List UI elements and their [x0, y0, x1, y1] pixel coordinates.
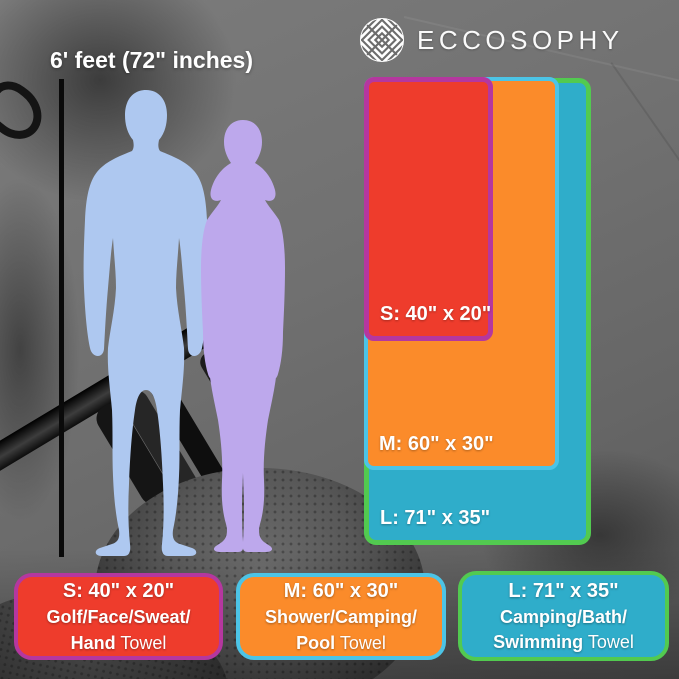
card-type-label: Hand Towel [70, 632, 167, 653]
eccosophy-logo-icon [359, 17, 405, 63]
card-size-label: M: 60" x 30" [283, 580, 399, 603]
card-uses-label: Camping/Bath/ [499, 606, 627, 627]
card-uses-label: Shower/Camping/ [264, 607, 417, 628]
towel-rect-small: S: 40" x 20" [364, 77, 493, 341]
card-uses-label: Golf/Face/Sweat/ [46, 607, 191, 628]
card-size-label: L: 71" x 35" [508, 579, 619, 602]
legend-card-small: S: 40" x 20" Golf/Face/Sweat/ Hand Towel [14, 573, 223, 660]
carabiner-clip-shape [0, 72, 54, 150]
brand-header: ECCOSOPHY [359, 17, 624, 63]
height-reference-label: 6' feet (72" inches) [50, 47, 254, 73]
towel-size-label-small: S: 40" x 20" [380, 303, 492, 325]
towel-size-label-large: L: 71" x 35" [380, 507, 491, 529]
height-reference-line [59, 79, 64, 557]
legend-card-medium: M: 60" x 30" Shower/Camping/ Pool Towel [236, 573, 446, 660]
card-type-label: Pool Towel [296, 632, 386, 653]
brand-name: ECCOSOPHY [417, 24, 624, 55]
woman-silhouette [201, 120, 285, 552]
woman-silhouette-path [201, 120, 285, 552]
legend-card-large: L: 71" x 35" Camping/Bath/ Swimming Towe… [458, 571, 669, 661]
wall-crease-line [610, 62, 679, 260]
card-size-label: S: 40" x 20" [62, 580, 175, 603]
card-type-label: Swimming Towel [493, 632, 634, 652]
towel-size-label-medium: M: 60" x 30" [379, 433, 494, 455]
